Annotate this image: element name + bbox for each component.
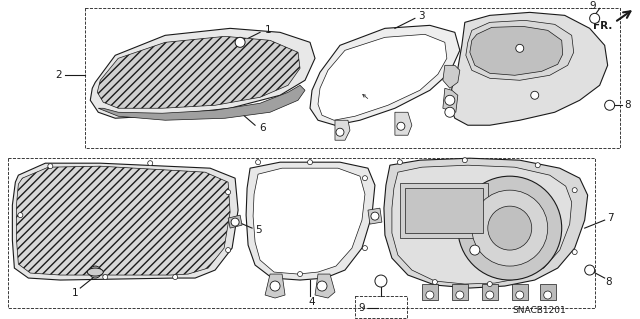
Circle shape	[470, 245, 480, 255]
Text: 1: 1	[72, 288, 79, 298]
Circle shape	[148, 161, 153, 166]
Text: 3: 3	[419, 11, 425, 21]
Circle shape	[307, 160, 312, 165]
Bar	[400, 183, 488, 238]
Text: FR.: FR.	[593, 21, 612, 31]
Polygon shape	[466, 20, 573, 80]
Polygon shape	[384, 158, 588, 288]
Polygon shape	[452, 284, 468, 300]
Bar	[85, 8, 620, 148]
Circle shape	[298, 271, 303, 277]
Polygon shape	[422, 284, 438, 300]
Circle shape	[226, 190, 230, 195]
Circle shape	[516, 291, 524, 299]
Circle shape	[572, 188, 577, 193]
Polygon shape	[265, 274, 285, 298]
Circle shape	[89, 266, 101, 278]
Polygon shape	[99, 85, 305, 120]
Circle shape	[397, 160, 403, 165]
Text: 4: 4	[308, 297, 316, 307]
Circle shape	[589, 13, 600, 23]
Polygon shape	[12, 163, 238, 280]
Polygon shape	[315, 274, 335, 298]
Polygon shape	[470, 26, 563, 75]
Text: 8: 8	[625, 100, 631, 110]
Circle shape	[531, 91, 539, 99]
Polygon shape	[540, 284, 556, 300]
Circle shape	[458, 176, 562, 280]
Circle shape	[173, 275, 178, 279]
Polygon shape	[395, 112, 412, 135]
Text: 5: 5	[255, 225, 261, 235]
Circle shape	[371, 212, 379, 220]
Polygon shape	[482, 284, 498, 300]
Circle shape	[585, 265, 595, 275]
Text: 6: 6	[259, 123, 266, 133]
Text: 7: 7	[607, 213, 614, 223]
Bar	[405, 188, 483, 233]
Circle shape	[572, 249, 577, 255]
Circle shape	[375, 275, 387, 287]
Polygon shape	[228, 215, 242, 228]
Circle shape	[535, 163, 540, 168]
Circle shape	[226, 248, 230, 253]
Circle shape	[516, 44, 524, 52]
Polygon shape	[310, 25, 460, 125]
Text: SNACB1201: SNACB1201	[513, 306, 566, 315]
Text: 9: 9	[358, 303, 365, 313]
Text: 2: 2	[55, 70, 61, 80]
Circle shape	[472, 190, 548, 266]
Polygon shape	[392, 165, 572, 284]
Text: 1: 1	[265, 25, 271, 35]
Circle shape	[231, 218, 239, 226]
Circle shape	[605, 100, 614, 110]
Polygon shape	[512, 284, 528, 300]
Bar	[8, 158, 595, 308]
Polygon shape	[90, 28, 315, 118]
Ellipse shape	[87, 268, 103, 276]
Polygon shape	[253, 168, 365, 274]
Polygon shape	[450, 12, 607, 125]
Circle shape	[362, 246, 367, 251]
Circle shape	[445, 95, 455, 105]
Polygon shape	[246, 162, 375, 280]
Circle shape	[317, 281, 327, 291]
Polygon shape	[443, 88, 458, 112]
Polygon shape	[368, 208, 382, 224]
Circle shape	[235, 37, 245, 47]
Circle shape	[362, 176, 367, 181]
Circle shape	[487, 282, 492, 286]
Circle shape	[445, 107, 455, 117]
Circle shape	[336, 128, 344, 136]
Circle shape	[456, 291, 464, 299]
Circle shape	[488, 206, 532, 250]
Polygon shape	[335, 120, 350, 140]
Circle shape	[397, 122, 405, 130]
Circle shape	[544, 291, 552, 299]
Circle shape	[270, 281, 280, 291]
Circle shape	[462, 158, 467, 163]
Circle shape	[103, 275, 108, 279]
Circle shape	[255, 160, 260, 165]
Circle shape	[18, 213, 23, 218]
Text: 9: 9	[589, 1, 596, 11]
Text: 8: 8	[605, 277, 612, 287]
Circle shape	[48, 164, 53, 169]
Polygon shape	[17, 166, 230, 275]
Polygon shape	[318, 34, 447, 120]
Circle shape	[426, 291, 434, 299]
Polygon shape	[443, 65, 460, 88]
Circle shape	[433, 279, 437, 285]
Bar	[355, 296, 407, 318]
Polygon shape	[97, 36, 300, 108]
Circle shape	[486, 291, 494, 299]
